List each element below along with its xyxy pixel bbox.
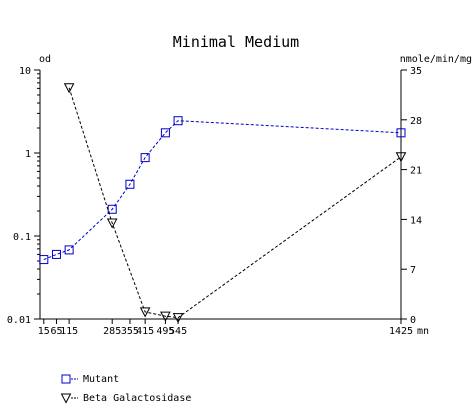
y-right-tick-label: 14: [410, 215, 422, 226]
legend-label-beta-galactosidase: Beta Galactosidase: [83, 393, 191, 404]
data-point-mutant: [64, 245, 74, 255]
y-right-axis-label: nmole/min/mg: [400, 54, 472, 65]
x-tick-label: 115: [60, 326, 78, 337]
y-right-tick-label: 0: [410, 315, 416, 326]
data-point-beta-galactosidase: [63, 83, 75, 94]
chart-title: Minimal Medium: [173, 33, 299, 51]
y-left-axis-ticks: 10 1 0.1 0.01: [7, 66, 40, 326]
x-axis-label: mn: [417, 326, 429, 337]
y-left-tick-label: 1: [25, 149, 31, 160]
series-line-beta-galactosidase: [68, 87, 402, 319]
y-left-tick-label: 0.01: [7, 315, 31, 326]
y-right-tick-label: 7: [410, 265, 416, 276]
y-right-tick-label: 21: [410, 166, 422, 177]
data-point-mutant: [160, 128, 170, 138]
data-point-mutant: [125, 179, 135, 189]
series-mutant: [39, 116, 406, 265]
series-beta-galactosidase: [63, 83, 407, 324]
data-point-beta-galactosidase: [172, 313, 184, 324]
y-right-axis-ticks: 35 28 21 14 7 0: [401, 66, 422, 326]
x-tick-label: 545: [169, 326, 187, 337]
series-line-mutant: [43, 120, 402, 261]
y-left-tick-label: 10: [19, 66, 31, 77]
legend-item-beta-galactosidase: Beta Galactosidase: [60, 393, 191, 404]
data-point-mutant: [396, 128, 406, 138]
data-point-mutant: [39, 255, 49, 265]
x-tick-label: 495: [156, 326, 174, 337]
data-point-beta-galactosidase: [139, 307, 151, 318]
x-tick-label: 15: [38, 326, 50, 337]
axes: [39, 70, 402, 320]
data-point-beta-galactosidase: [395, 152, 407, 163]
legend-marker-beta-galactosidase: [60, 393, 72, 404]
legend-item-mutant: Mutant: [61, 374, 119, 385]
x-tick-label: 65: [50, 326, 62, 337]
legend: Mutant Beta Galactosidase: [60, 374, 191, 404]
y-right-tick-label: 35: [410, 66, 422, 77]
x-tick-label: 415: [136, 326, 154, 337]
y-left-axis-label: od: [39, 54, 51, 65]
legend-marker-mutant: [61, 374, 71, 384]
data-point-mutant: [173, 116, 183, 126]
legend-label-mutant: Mutant: [83, 374, 119, 385]
y-left-tick-label: 0.1: [13, 232, 31, 243]
data-point-mutant: [51, 249, 61, 259]
x-tick-label: 1425: [389, 326, 413, 337]
data-point-mutant: [140, 153, 150, 163]
x-tick-label: 355: [121, 326, 139, 337]
data-point-beta-galactosidase: [106, 218, 118, 229]
data-point-beta-galactosidase: [160, 311, 171, 322]
series-layer: [39, 83, 407, 324]
y-right-tick-label: 28: [410, 116, 422, 127]
x-tick-label: 285: [103, 326, 121, 337]
